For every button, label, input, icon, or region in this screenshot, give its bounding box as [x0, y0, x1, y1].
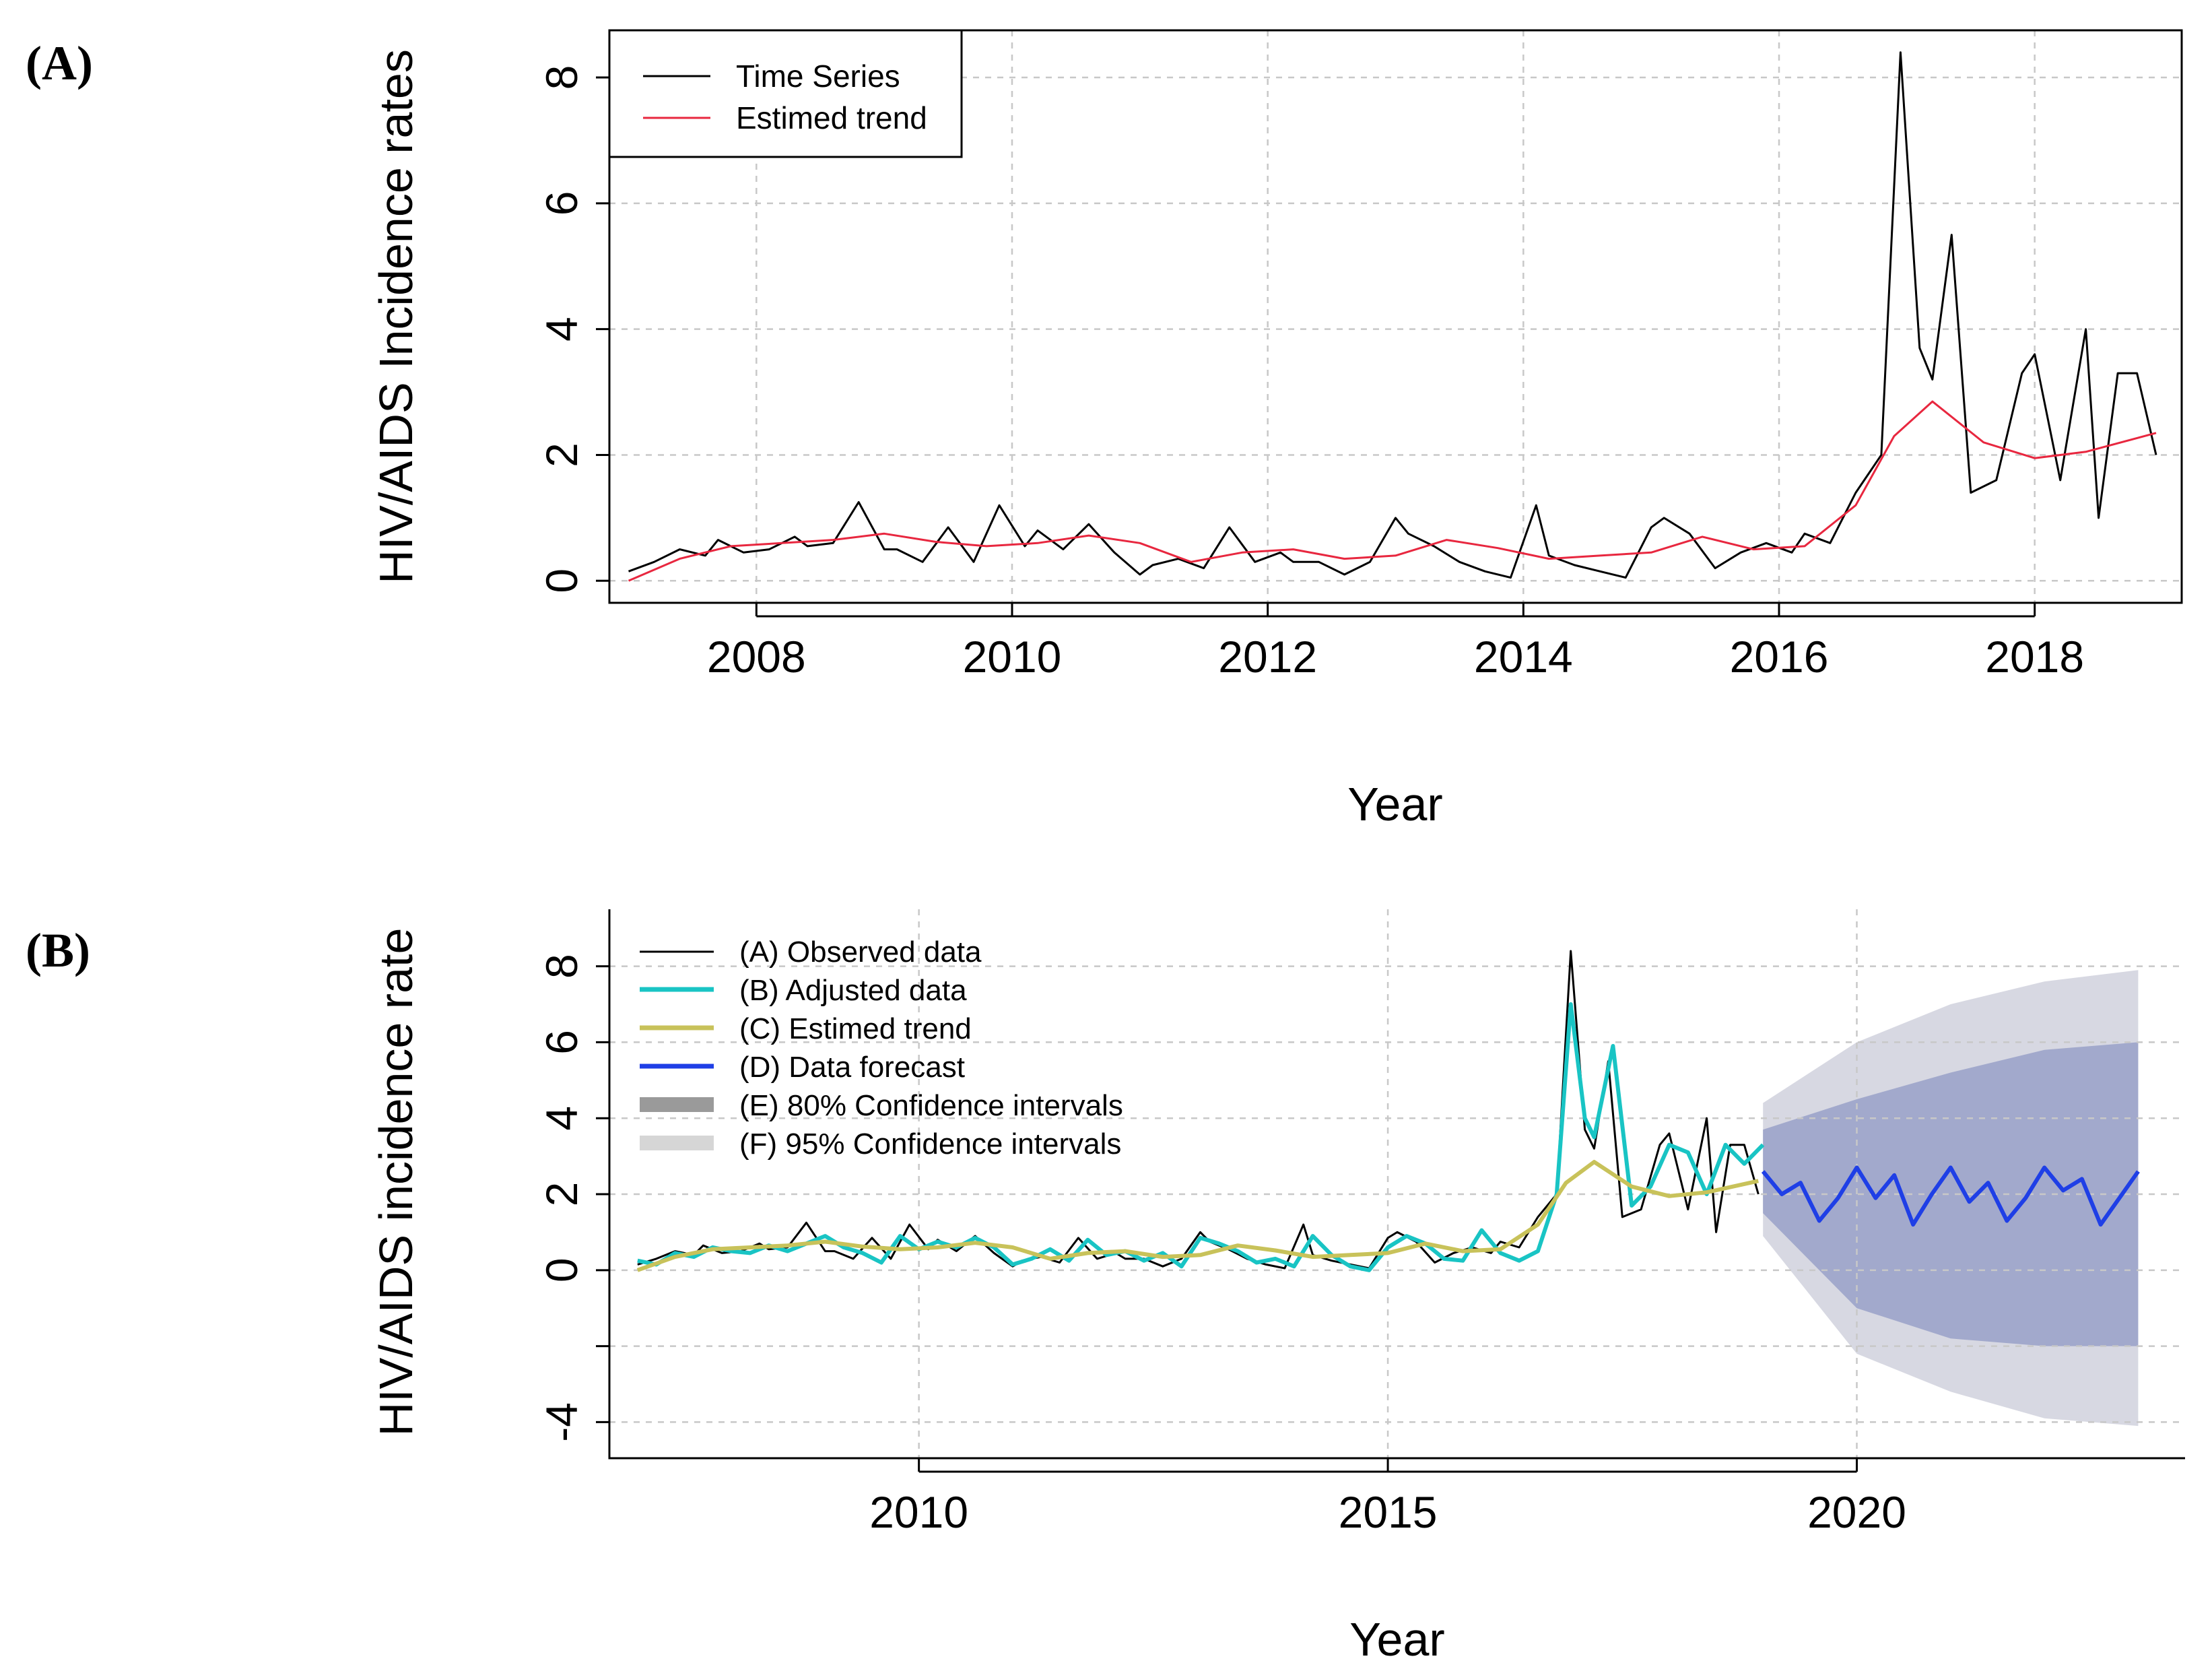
x-tick-label: 2014: [1474, 632, 1573, 682]
y-tick-label: -4: [537, 1402, 586, 1442]
panel-b-legend: (A) Observed data (B) Adjusted data (C) …: [640, 936, 1123, 1161]
y-tick-label: 0: [537, 568, 586, 593]
series-line-c-estimed-trend: [636, 1160, 1759, 1272]
x-tick-label: 2008: [707, 632, 806, 682]
panel-a-grid: [609, 30, 2182, 603]
x-tick-label: 2012: [1218, 632, 1317, 682]
x-tick-label: 2010: [869, 1487, 968, 1537]
panel-a-y-axis-title: HIV/AIDS Incidence rates: [370, 49, 422, 584]
series-line-estimed-trend: [628, 400, 2157, 582]
legend-label-trend: (C) Estimed trend: [739, 1012, 972, 1045]
legend-label-forecast: (D) Data forecast: [739, 1051, 965, 1084]
panel-b: (B) 2010 2015 2020 -4 0 2 4 6 8 Year HIV/AIDS i…: [26, 909, 2185, 1666]
series-line-d-data-forecast: [1761, 1165, 2140, 1227]
x-tick-label: 2018: [1985, 632, 2084, 682]
series-line-time-series: [628, 51, 2157, 579]
panel-a-legend-box: [608, 29, 963, 158]
panel-a-x-axis-title: Year: [1347, 778, 1442, 830]
panel-a-series: [628, 51, 2157, 582]
series-line-b-adjusted-data: [637, 1002, 1765, 1272]
legend-label-observed: (A) Observed data: [739, 936, 982, 969]
y-tick-label: 8: [537, 954, 586, 979]
panel-b-grid: [609, 909, 2185, 1458]
x-tick-label: 2016: [1730, 632, 1829, 682]
panel-b-label: (B): [26, 923, 90, 977]
panel-b-y-axis: -4 0 2 4 6 8: [537, 954, 609, 1442]
legend-label-time-series: Time Series: [736, 59, 900, 94]
panel-b-axis-frame: [608, 909, 2185, 1460]
panel-a-legend: Time Series Estimed trend: [608, 29, 963, 158]
panel-a-plot-frame: [608, 29, 2183, 604]
panel-b-x-axis-title: Year: [1349, 1613, 1444, 1666]
legend-label-estimed-trend: Estimed trend: [736, 100, 927, 135]
legend-label-ci95: (F) 95% Confidence intervals: [739, 1127, 1121, 1161]
y-tick-label: 2: [537, 1182, 586, 1207]
y-tick-label: 4: [537, 1106, 586, 1131]
y-tick-label: 6: [537, 1030, 586, 1055]
panel-b-confidence-bands: [1763, 970, 2139, 1427]
y-tick-label: 6: [537, 191, 586, 216]
panel-a-x-axis: 2008 2010 2012 2014 2016 2018: [707, 603, 2084, 682]
panel-b-y-axis-title: HIV/AIDS incidence rate: [370, 928, 422, 1437]
y-tick-label: 4: [537, 317, 586, 341]
x-tick-label: 2020: [1807, 1487, 1906, 1537]
x-tick-label: 2015: [1339, 1487, 1438, 1537]
y-tick-label: 2: [537, 443, 586, 467]
panel-b-x-axis: 2010 2015 2020: [869, 1458, 1906, 1537]
panel-a-y-axis: 0 2 4 6 8: [537, 65, 609, 593]
panel-b-series: [636, 950, 2140, 1272]
panel-a-label: (A): [26, 36, 93, 90]
x-tick-label: 2010: [963, 632, 1062, 682]
legend-label-ci80: (E) 80% Confidence intervals: [739, 1089, 1123, 1122]
y-tick-label: 0: [537, 1257, 586, 1282]
legend-label-adjusted: (B) Adjusted data: [739, 974, 967, 1007]
y-tick-label: 8: [537, 65, 586, 90]
